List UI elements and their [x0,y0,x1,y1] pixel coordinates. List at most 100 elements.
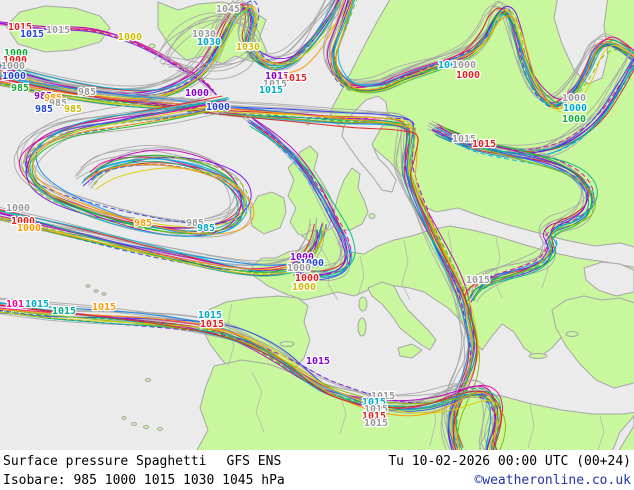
land-italy [367,281,437,351]
isobar-label: 1015 [6,299,30,310]
isobar-label: 985 [49,98,67,109]
ensemble-member-line [0,311,501,450]
isobar-label: 1015 [452,134,476,145]
isobar-label: 985 [34,91,52,102]
ensemble-member-line [0,307,504,450]
ensemble-member-line [0,312,499,450]
isobar-legend: Isobare: 985 1000 1015 1030 1045 hPa [3,473,285,488]
ensemble-member-line [0,217,326,274]
model-name: GFS ENS [226,454,282,469]
isobar-label: 985 [35,104,53,115]
isobar-label: 1000 [17,223,41,234]
ensemble-member-line [0,304,497,450]
island-crete [528,353,548,359]
isobar-label: 1045 [216,4,240,15]
isobar-label: 1015 [92,302,116,313]
ensemble-member-line [251,123,353,273]
isobar-label: 1000 [562,93,586,104]
ensemble-member-line [0,81,480,450]
ensemble-member-line [28,97,239,232]
isobar-label: 1000 [206,102,230,113]
isobar-label: 1000 [1,61,25,72]
isobar-label: 1015 [8,22,32,33]
island-canary-2 [131,422,137,426]
ensemble-member-line [437,131,595,304]
ensemble-member-line [0,81,473,450]
spaghetti-layer [0,0,634,450]
isobar-label: 1015 [362,411,386,422]
isobar-label: 1030 [236,42,260,53]
ensemble-member-line [435,127,590,301]
isobar-label: 1015 [52,306,76,317]
isobar-label: 1000 [563,103,587,114]
ensemble-member-line [247,121,351,281]
ensemble-member-line [0,311,499,450]
isobar-label: 1015 [198,310,222,321]
ensemble-member-line [329,0,634,113]
isobar-label: 1015 [25,299,49,310]
isobar-label: 1000 [118,32,142,43]
country-border-10 [527,403,535,449]
ensemble-member-line [0,82,472,450]
isobar-label: 1000 [11,216,35,227]
ensemble-member-line [0,301,495,450]
ensemble-member-line [0,218,318,273]
sea-red-sea [612,415,634,450]
ensemble-member-line [442,126,592,301]
country-border-8 [339,393,347,435]
land-sicily [397,343,423,359]
ensemble-member-line [333,0,634,108]
border-layer [227,229,605,450]
island-layer [85,43,579,431]
country-border-2 [401,239,411,301]
island-faroe [148,43,156,49]
isobar-label: 1000 [562,114,586,125]
isobar-label: 985 [134,218,152,229]
isobar-label: 1000 [287,263,311,274]
ensemble-member-line [249,125,356,278]
isobar-label: 1015 [200,319,224,330]
isobar-label: 1000 [300,258,324,269]
isobar-label: 1015 [472,139,496,150]
ensemble-member-line [334,0,634,107]
ensemble-member-line [160,17,261,70]
isobar-label: 1000 [3,55,27,66]
country-border-1 [357,255,365,297]
isobar-label: 1015 [263,79,287,90]
ensemble-member-line [437,68,634,153]
ensemble-member-line [243,115,353,273]
island-canary-3 [143,425,149,429]
ensemble-member-line [32,107,255,235]
isobar-label: 1030 [197,37,221,48]
island-corsica [358,296,368,312]
copyright-link[interactable]: ©weatheronline.co.uk [474,473,631,488]
isobar-label: 1015 [371,391,395,402]
isobar-label: 1015 [259,85,283,96]
ensemble-member-line [0,22,218,96]
ensemble-member-line [253,119,346,276]
isobar-label: 1015 [20,29,44,40]
footer-row-1: Surface pressure Spaghetti GFS ENS Tu 10… [3,452,631,471]
ensemble-member-line [436,129,595,299]
ensemble-member-line [164,15,252,72]
country-border-7 [251,371,265,433]
isobar-label: 1000 [292,282,316,293]
ensemble-member-line [441,125,596,302]
isobar-label: 985 [197,223,215,234]
isobar-label: 1015 [466,275,490,286]
isobar-label: 1015 [364,418,388,429]
island-canary-4 [157,427,163,431]
ensemble-member-line [0,308,507,450]
isobar-label: 1015 [364,404,388,415]
ensemble-member-line [0,2,350,99]
isobar-label: 1000 [452,60,476,71]
ensemble-member-line [153,19,260,65]
valid-time: Tu 10-02-2026 00:00 UTC (00+24) [388,454,631,469]
ensemble-member-line [0,304,502,450]
ensemble-member-line [434,133,598,300]
island-balearics [279,341,295,347]
isobar-label: 1015 [46,25,70,36]
island-cyprus [565,331,579,337]
ensemble-member-line [249,119,348,278]
